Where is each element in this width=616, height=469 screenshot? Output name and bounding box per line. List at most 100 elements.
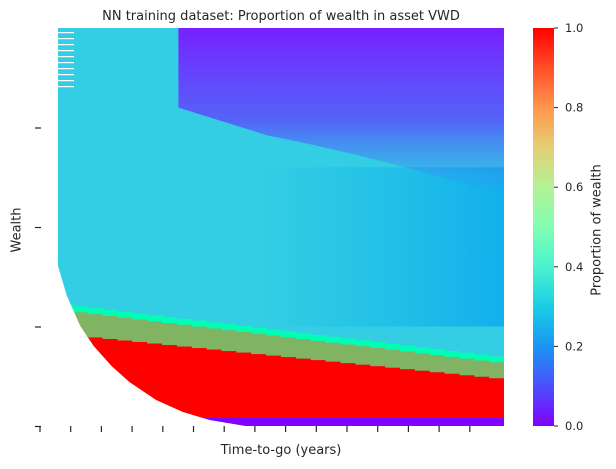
heat-purple-cell [221, 418, 237, 426]
heat-orange-cell [266, 335, 282, 356]
heat-empty-region [58, 258, 246, 426]
heat-orange-cell [221, 330, 237, 352]
heat-transition-cell [340, 338, 356, 345]
heat-streak [58, 68, 74, 70]
heat-orange-cell [281, 337, 297, 358]
heat-red-cell [325, 361, 342, 419]
heat-top-zone [178, 28, 504, 196]
heat-transition-cell [385, 343, 401, 350]
heat-streak [58, 62, 74, 64]
heat-purple-cell [444, 418, 460, 426]
heat-red-cell [206, 349, 223, 419]
x-axis-ticks [39, 426, 471, 432]
heat-orange-cell [176, 324, 193, 347]
heat-streak [58, 32, 74, 34]
y-axis-ticks [35, 127, 41, 428]
colorbar-tick-label: 0.6 [565, 180, 583, 194]
heat-transition-cell [399, 345, 416, 352]
heat-red-cell [340, 363, 356, 419]
colorbar-tick-label: 0.4 [565, 260, 583, 274]
colorbar-tick-label: 1.0 [565, 21, 583, 35]
heat-red-cell [176, 346, 193, 419]
heat-orange-cell [87, 314, 104, 338]
heat-red-cell [489, 378, 504, 419]
heat-transition-cell [489, 356, 504, 363]
heat-transition-cell [236, 325, 252, 332]
heat-transition-cell [72, 306, 89, 313]
heat-streak [58, 50, 74, 52]
heat-streak [58, 80, 74, 82]
heat-purple-cell [474, 418, 490, 426]
heat-transition-cell [266, 329, 282, 336]
heat-transition-cell [117, 311, 133, 318]
heat-red-cell [251, 354, 267, 419]
heat-orange-cell [236, 331, 252, 353]
heat-transition-cell [429, 349, 446, 356]
heat-red-cell [429, 372, 446, 419]
heat-transition-cell [459, 352, 475, 359]
heat-orange-cell [102, 315, 119, 339]
heat-streak [58, 38, 74, 40]
heat-red-cell [385, 367, 401, 419]
heat-transition-cell [102, 309, 119, 316]
heat-orange-cell [399, 351, 416, 370]
heat-transition-cell [444, 350, 460, 357]
heat-transition-cell [132, 313, 148, 320]
heat-streak [58, 56, 74, 58]
heat-purple-cell [236, 418, 252, 426]
heat-orange-cell [459, 358, 475, 376]
heat-red-cell [355, 364, 371, 419]
heat-transition-cell [295, 333, 312, 340]
heat-orange-cell [191, 326, 208, 349]
heat-orange-cell [251, 333, 267, 355]
y-axis-label: Wealth [9, 207, 25, 253]
heat-streak [58, 86, 74, 88]
heat-purple-cell [295, 418, 312, 426]
heat-red-cell [474, 376, 490, 419]
colorbar [533, 28, 554, 426]
heat-transition-cell [162, 317, 178, 324]
heat-orange-cell [370, 348, 386, 367]
heat-transition-cell [370, 342, 386, 349]
heat-transition-cell [355, 340, 371, 347]
heat-orange-cell [444, 356, 460, 374]
heat-transition-cell [310, 334, 327, 341]
heat-transition-cell [147, 315, 163, 322]
heat-purple-cell [370, 418, 386, 426]
heat-transition-cell [206, 322, 223, 329]
x-axis-label: Time-to-go (years) [220, 443, 342, 458]
heat-transition-cell [87, 308, 104, 315]
heat-orange-cell [429, 355, 446, 373]
heat-transition-cell [414, 347, 431, 354]
heat-orange-cell [162, 323, 178, 346]
heat-purple-cell [281, 418, 297, 426]
heatmap-area [58, 28, 504, 426]
heat-purple-cell [489, 418, 504, 426]
heat-purple-cell [414, 418, 431, 426]
colorbar-tick-label: 0.8 [565, 101, 583, 115]
heat-transition-cell [191, 320, 208, 327]
heat-red-cell [459, 375, 475, 419]
chart-title: NN training dataset: Proportion of wealt… [102, 9, 460, 24]
heat-streak [58, 74, 74, 76]
heat-purple-cell [385, 418, 401, 426]
heat-purple-cell [266, 418, 282, 426]
heat-orange-cell [295, 339, 312, 359]
heat-orange-cell [132, 319, 148, 343]
heat-transition-cell [251, 327, 267, 334]
heat-red-cell [370, 366, 386, 419]
heat-red-cell [399, 369, 416, 419]
heat-transition-cell [176, 318, 193, 325]
heat-orange-cell [474, 360, 490, 377]
heat-red-cell [191, 348, 208, 419]
heat-transition-cell [474, 354, 490, 361]
heat-orange-cell [385, 349, 401, 368]
colorbar-label: Proportion of wealth [589, 164, 605, 296]
heat-orange-cell [414, 353, 431, 371]
heat-red-cell [221, 351, 237, 419]
heat-red-cell [236, 352, 252, 419]
heat-orange-cell [310, 340, 327, 361]
heat-red-cell [266, 355, 282, 419]
heat-transition-cell [281, 331, 297, 338]
